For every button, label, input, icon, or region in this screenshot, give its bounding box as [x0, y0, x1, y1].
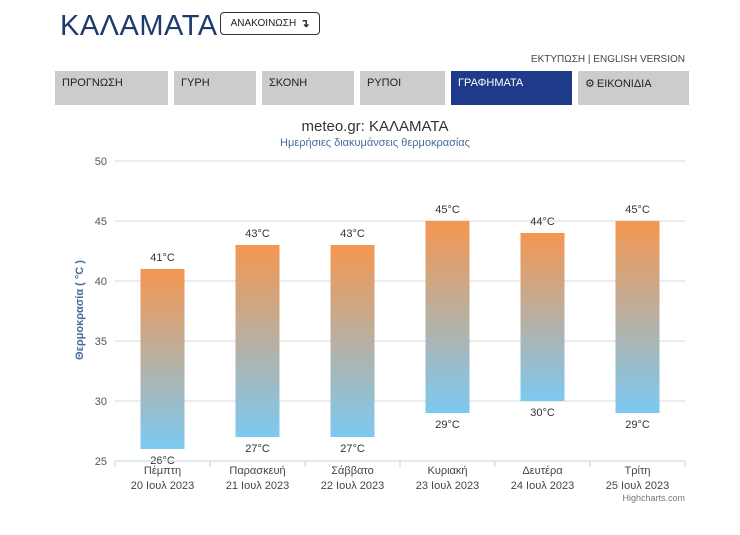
print-link[interactable]: ΕΚΤΥΠΩΣΗ	[530, 54, 586, 65]
tab-pollen[interactable]: ΓΥΡΗ	[174, 71, 256, 105]
top-links: ΕΚΤΥΠΩΣΗ | ENGLISH VERSION	[531, 54, 685, 65]
x-tick-day-label: Πέμπτη	[144, 465, 181, 477]
x-tick-date-label: 25 Ιουλ 2023	[606, 480, 670, 492]
max-temp-label: 45°C	[625, 204, 650, 216]
max-temp-label: 44°C	[530, 216, 555, 228]
x-tick-date-label: 24 Ιουλ 2023	[511, 480, 575, 492]
y-tick-label: 45	[95, 216, 107, 228]
tab-label: ΡΥΠΟΙ	[367, 77, 402, 89]
min-temp-label: 29°C	[625, 419, 650, 431]
tab-label: ΕΙΚΟΝΙΔΙΑ	[596, 78, 652, 90]
temperature-bar	[235, 245, 280, 437]
arrow-down-icon: ↴	[300, 18, 310, 30]
min-temp-label: 27°C	[340, 443, 365, 455]
x-tick-date-label: 20 Ιουλ 2023	[131, 480, 195, 492]
tab-label: ΓΡΑΦΗΜΑΤΑ	[458, 77, 524, 89]
y-tick-label: 35	[95, 336, 107, 348]
english-version-link[interactable]: ENGLISH VERSION	[593, 54, 685, 65]
link-separator: |	[587, 54, 591, 65]
page-title: ΚΑΛΑΜΑΤΑ	[60, 10, 218, 42]
temperature-bar	[140, 269, 185, 449]
x-tick-day-label: Παρασκευή	[229, 465, 285, 477]
temperature-bar	[615, 221, 660, 413]
tab-label: ΓΥΡΗ	[181, 77, 210, 89]
tab-label: ΣΚΟΝΗ	[269, 77, 308, 89]
announcement-button[interactable]: ΑΝΑΚΟΙΝΩΣΗ ↴	[220, 12, 320, 35]
x-tick-date-label: 23 Ιουλ 2023	[416, 480, 480, 492]
max-temp-label: 43°C	[245, 228, 270, 240]
temperature-chart: meteo.gr: ΚΑΛΑΜΑΤΑ Ημερήσιες διακυμάνσει…	[74, 118, 686, 503]
grid	[115, 160, 685, 402]
x-tick-date-label: 21 Ιουλ 2023	[226, 480, 290, 492]
tab-dust[interactable]: ΣΚΟΝΗ	[262, 71, 354, 105]
min-temp-label: 30°C	[530, 407, 555, 419]
x-tick-date-label: 22 Ιουλ 2023	[321, 480, 385, 492]
temperature-bar	[330, 245, 375, 437]
tab-forecast[interactable]: ΠΡΟΓΝΩΣΗ	[55, 71, 168, 105]
temperature-bar	[425, 221, 470, 413]
max-temp-label: 41°C	[150, 252, 175, 264]
x-tick-day-label: Τρίτη	[625, 465, 651, 477]
max-temp-label: 43°C	[340, 228, 365, 240]
announcement-label: ΑΝΑΚΟΙΝΩΣΗ	[230, 18, 297, 29]
y-tick-label: 30	[95, 396, 107, 408]
chart-subtitle: Ημερήσιες διακυμάνσεις θερμοκρασίας	[280, 137, 470, 149]
x-tick-day-label: Σάββατο	[331, 465, 373, 477]
x-tick-day-label: Κυριακή	[427, 465, 467, 477]
x-tick-day-label: Δευτέρα	[522, 465, 563, 477]
y-tick-label: 50	[95, 156, 107, 168]
y-tick-label: 25	[95, 456, 107, 468]
axes: 25 30 35 40 45 50 Πέμπτη 20 Ιουλ 2023 Παρασκευή 2…	[95, 156, 686, 492]
tab-charts[interactable]: ΓΡΑΦΗΜΑΤΑ	[451, 71, 572, 105]
min-temp-label: 27°C	[245, 443, 270, 455]
tab-pollutants[interactable]: ΡΥΠΟΙ	[360, 71, 445, 105]
tab-label: ΠΡΟΓΝΩΣΗ	[62, 77, 123, 89]
chart-title: meteo.gr: ΚΑΛΑΜΑΤΑ	[301, 118, 448, 135]
max-temp-label: 45°C	[435, 204, 460, 216]
credits-link[interactable]: Highcharts.com	[622, 493, 685, 503]
y-tick-label: 40	[95, 276, 107, 288]
y-axis-title: Θερμοκρασία ( °C )	[74, 260, 86, 360]
bars	[140, 221, 660, 449]
min-temp-label: 29°C	[435, 419, 460, 431]
data-labels: 41°C26°C43°C27°C43°C27°C45°C29°C44°C30°C…	[150, 204, 650, 467]
temperature-bar	[520, 233, 565, 401]
tab-icons[interactable]: ⚙ ΕΙΚΟΝΙΔΙΑ	[578, 71, 689, 105]
gear-icon: ⚙	[585, 78, 595, 90]
